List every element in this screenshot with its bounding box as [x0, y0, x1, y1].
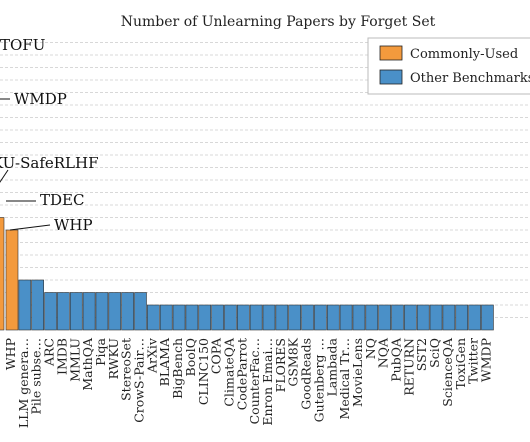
x-tick-label: SST2	[414, 338, 429, 371]
x-tick-label: ClimateQA	[221, 337, 236, 407]
bar-7	[95, 292, 109, 331]
annotations-group: TOFU WMDP KU-SafeRLHF TDEC WHP	[0, 36, 99, 234]
x-tick-label: Lambada	[324, 337, 339, 396]
x-tick-label: NQ	[363, 338, 378, 359]
bar-36	[468, 304, 481, 331]
bar-30	[391, 304, 404, 331]
bar-26	[339, 304, 353, 331]
annotation-label: TDEC	[40, 191, 84, 209]
x-tick-label: WHP	[3, 338, 18, 370]
bar-28	[365, 304, 379, 331]
bar-14	[185, 304, 199, 331]
bar-33	[429, 304, 443, 331]
bars-group	[0, 217, 494, 331]
bar-29	[378, 304, 391, 331]
x-tick-label: MMLU	[67, 338, 82, 382]
bar-24	[314, 304, 327, 331]
bar-2	[31, 279, 45, 331]
x-tick-label: ARC	[42, 338, 57, 367]
x-tick-label: ToxiGen	[453, 338, 468, 389]
x-tick-label: Twitter	[466, 338, 481, 384]
bar-0	[5, 229, 19, 331]
x-tick-label: Pile subse…	[29, 338, 44, 415]
legend-swatch-commonly-used	[379, 45, 403, 61]
x-tick-label: BigBench	[170, 338, 185, 399]
bar-35	[455, 304, 469, 331]
bar-23	[301, 304, 314, 331]
legend-swatch-other-benchmarks	[379, 69, 403, 85]
bar-17	[224, 304, 237, 331]
legend-label-other-benchmarks: Other Benchmarks	[410, 71, 530, 86]
bar-19	[249, 304, 263, 331]
bar-6	[82, 292, 96, 331]
annotation-label: WMDP	[14, 90, 67, 108]
x-tick-label: NQA	[376, 337, 391, 368]
bar-8	[108, 292, 122, 331]
bar-16	[211, 304, 224, 331]
annotation-label: KU-SafeRLHF	[0, 154, 99, 172]
bar-37	[481, 304, 494, 331]
bar-31	[404, 304, 417, 331]
bar-11	[147, 304, 160, 331]
x-tick-label: PubQA	[389, 337, 404, 382]
x-tick-label: CounterFac…	[247, 338, 262, 424]
x-tick-label: CodeParrot	[234, 338, 249, 410]
x-tick-label: Enron Emai…	[260, 338, 275, 426]
bar-12	[159, 304, 173, 331]
x-tick-label: StereoSet	[119, 338, 134, 401]
x-tick-label: Gutenberg …	[311, 338, 326, 422]
bar-15	[198, 304, 212, 331]
annotation-pointer	[9, 224, 51, 231]
x-tick-label: SciQ	[427, 338, 442, 368]
legend-label-commonly-used: Commonly-Used	[410, 47, 518, 62]
x-tick-label: BLAMA	[157, 337, 172, 386]
bar-tdec	[0, 217, 5, 331]
x-tick-label: MovieLens	[350, 338, 365, 407]
x-tick-label: CrowS-Pair…	[132, 338, 147, 423]
bar-18	[237, 304, 250, 331]
chart-title: Number of Unlearning Papers by Forget Se…	[121, 14, 436, 30]
x-tick-label: Piqa	[93, 337, 108, 365]
x-tick-label: CLINC150	[196, 338, 211, 405]
bar-5	[69, 292, 83, 331]
bar-25	[326, 304, 340, 331]
x-tick-label: WMDP	[478, 338, 493, 382]
bar-20	[262, 304, 276, 331]
x-tick-label: LLM genera…	[16, 338, 31, 428]
bar-10	[134, 292, 147, 331]
bar-13	[172, 304, 186, 331]
x-tick-label: RETURN	[401, 338, 416, 396]
x-tick-label: GoodReads	[299, 338, 314, 410]
x-tick-label: BoolQ	[183, 338, 198, 376]
x-tick-label: IMDB	[54, 338, 69, 375]
annotation-pointer	[0, 169, 9, 183]
bar-34	[442, 304, 456, 331]
x-tick-label: COPA	[209, 337, 224, 374]
bar-3	[44, 292, 57, 331]
x-tick-label: Medical Tr…	[337, 338, 352, 419]
legend: Commonly-Used Other Benchmarks	[367, 37, 530, 95]
x-tick-label: FLORES	[273, 338, 288, 392]
x-tick-label: MathQA	[80, 337, 95, 391]
x-tick-label: RWKU	[106, 338, 121, 379]
bar-32	[416, 304, 430, 331]
bar-4	[57, 292, 70, 331]
bar-1	[18, 279, 32, 331]
bar-21	[275, 304, 289, 331]
x-tick-label: ArXiv	[144, 337, 159, 374]
annotation-label: TOFU	[0, 36, 45, 54]
bar-9	[121, 292, 134, 331]
annotation-label: WHP	[54, 216, 93, 234]
bar-27	[352, 304, 366, 331]
bar-22	[288, 304, 302, 331]
x-tick-label: ScienceQA	[440, 337, 455, 407]
x-tick-label: GSM8K	[286, 337, 301, 386]
